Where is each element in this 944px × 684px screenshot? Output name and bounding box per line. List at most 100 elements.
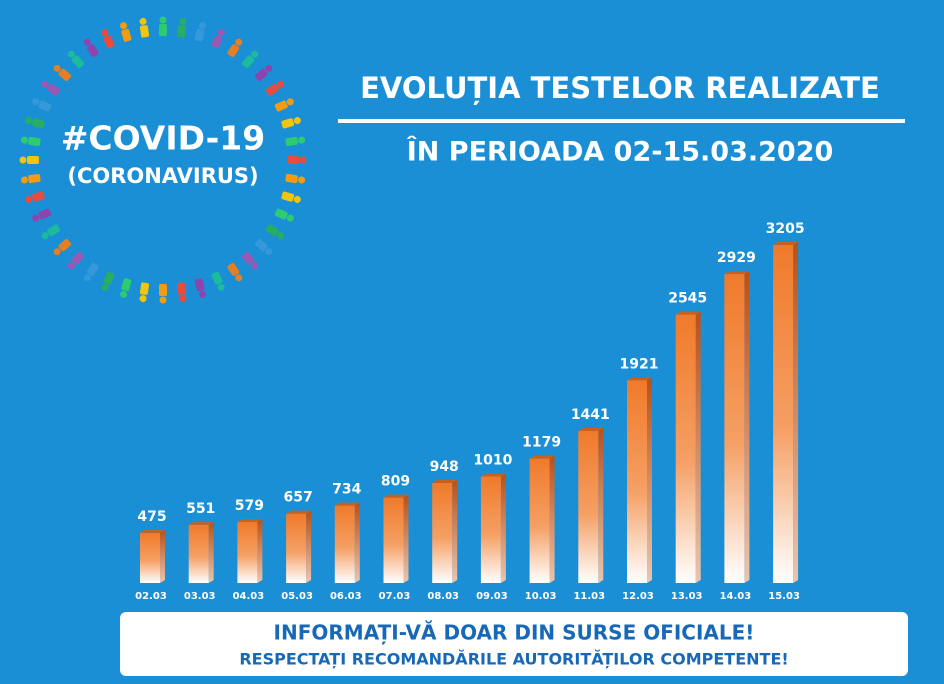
person-icon bbox=[194, 22, 206, 42]
x-tick-label: 10.03 bbox=[525, 591, 557, 602]
person-head bbox=[286, 214, 294, 222]
person-icon bbox=[227, 262, 243, 282]
person-body bbox=[47, 224, 61, 237]
person-icon bbox=[265, 80, 285, 96]
value-label: 551 bbox=[186, 501, 215, 517]
x-tick-label: 02.03 bbox=[135, 591, 167, 602]
value-label: 579 bbox=[235, 498, 264, 514]
value-label: 948 bbox=[430, 459, 459, 475]
x-tick-label: 15.03 bbox=[768, 591, 800, 602]
bar-top bbox=[724, 271, 750, 275]
person-head bbox=[217, 283, 225, 291]
person-icon bbox=[287, 156, 307, 164]
bar bbox=[286, 513, 307, 583]
person-head bbox=[41, 80, 49, 88]
person-icon bbox=[281, 191, 301, 203]
chart-title: EVOLUȚIA TESTELOR REALIZATE bbox=[360, 71, 880, 105]
person-icon bbox=[159, 284, 167, 304]
person-icon bbox=[139, 282, 150, 303]
person-body bbox=[58, 68, 72, 81]
person-icon bbox=[19, 156, 39, 164]
person-icon bbox=[139, 17, 150, 38]
person-icon bbox=[67, 50, 84, 69]
person-body bbox=[254, 239, 268, 252]
x-tick-label: 11.03 bbox=[573, 591, 605, 602]
bar bbox=[140, 532, 160, 583]
person-head bbox=[277, 232, 285, 240]
person-icon bbox=[32, 98, 52, 112]
person-head bbox=[298, 136, 306, 144]
person-body bbox=[285, 173, 298, 184]
person-icon bbox=[242, 251, 259, 270]
bar bbox=[334, 505, 355, 583]
person-icon bbox=[67, 251, 84, 270]
person-head bbox=[120, 22, 128, 30]
person-icon bbox=[41, 80, 61, 96]
bar-side bbox=[160, 529, 165, 583]
person-icon bbox=[227, 38, 243, 58]
person-head bbox=[83, 38, 91, 46]
badge-title: #COVID-19 bbox=[61, 119, 265, 158]
bar-top bbox=[237, 518, 263, 522]
person-body bbox=[38, 208, 52, 220]
person-body bbox=[103, 35, 115, 49]
bar-top bbox=[286, 510, 312, 514]
value-label: 1441 bbox=[571, 407, 610, 423]
value-label: 1010 bbox=[473, 452, 512, 468]
person-icon bbox=[20, 173, 41, 184]
bar bbox=[724, 274, 745, 583]
person-body bbox=[86, 262, 99, 276]
person-body bbox=[194, 28, 205, 42]
person-body bbox=[194, 278, 205, 292]
person-body bbox=[274, 208, 288, 220]
person-body bbox=[176, 25, 187, 38]
bar-side bbox=[793, 242, 799, 583]
x-tick-label: 04.03 bbox=[233, 591, 265, 602]
person-icon bbox=[120, 278, 132, 298]
person-body bbox=[159, 24, 167, 36]
person-body bbox=[281, 191, 295, 202]
bar-side bbox=[598, 428, 604, 583]
value-label: 2545 bbox=[668, 291, 707, 307]
bar bbox=[627, 380, 647, 583]
person-icon bbox=[83, 38, 99, 58]
person-head bbox=[53, 64, 61, 72]
person-icon bbox=[101, 271, 115, 291]
person-head bbox=[217, 29, 225, 37]
bar-side bbox=[549, 455, 555, 583]
footer-line: INFORMAȚI-VĂ DOAR DIN SURSE OFICIALE! bbox=[274, 621, 755, 645]
value-label: 475 bbox=[137, 509, 166, 525]
person-head bbox=[139, 17, 147, 25]
bars: 475 02.03 551 03.03 579 04.03 657 05.03 734 06.03… bbox=[135, 221, 804, 602]
bar bbox=[773, 245, 794, 583]
bar bbox=[383, 497, 404, 583]
person-head bbox=[83, 274, 91, 282]
person-body bbox=[274, 100, 288, 112]
footer-line: RESPECTAȚI RECOMANDĂRILE AUTORITĂȚILOR C… bbox=[239, 650, 788, 669]
bar-top bbox=[675, 311, 701, 315]
bar bbox=[675, 314, 696, 583]
people-ring bbox=[19, 16, 307, 304]
person-body bbox=[211, 271, 223, 285]
x-tick-label: 06.03 bbox=[330, 591, 362, 602]
bar-side bbox=[257, 518, 263, 583]
person-body bbox=[121, 278, 132, 292]
person-icon bbox=[41, 224, 61, 240]
person-head bbox=[286, 98, 294, 106]
person-head bbox=[120, 290, 128, 298]
person-body bbox=[139, 25, 150, 38]
x-tick-label: 05.03 bbox=[281, 591, 313, 602]
person-body bbox=[31, 118, 45, 129]
person-body bbox=[242, 251, 255, 265]
bar bbox=[578, 431, 599, 583]
person-body bbox=[71, 251, 84, 265]
person-head bbox=[265, 248, 273, 256]
person-icon bbox=[120, 22, 132, 42]
value-label: 734 bbox=[332, 482, 361, 498]
person-head bbox=[101, 283, 109, 291]
person-body bbox=[227, 262, 240, 276]
person-body bbox=[58, 239, 72, 252]
x-tick-label: 07.03 bbox=[379, 591, 411, 602]
person-head bbox=[159, 16, 167, 24]
